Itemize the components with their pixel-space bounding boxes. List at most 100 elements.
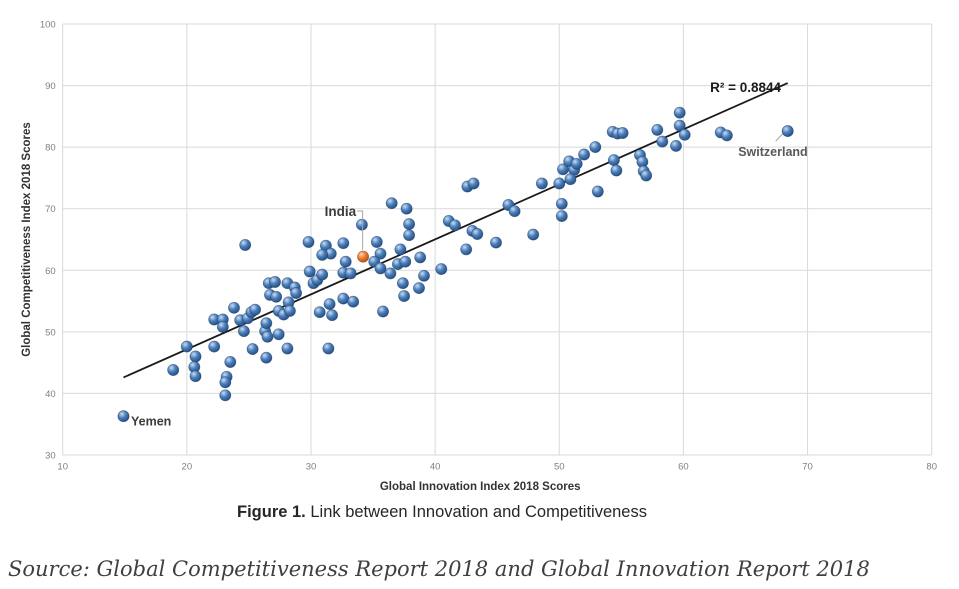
data-point: [673, 119, 686, 132]
yemen-point: [117, 410, 130, 423]
data-point: [555, 197, 568, 210]
data-point: [260, 317, 273, 330]
x-tick-label: 80: [926, 462, 937, 473]
data-point: [355, 218, 368, 231]
data-point: [403, 229, 416, 242]
x-tick-label: 30: [306, 462, 317, 473]
data-point: [610, 164, 623, 177]
data-point: [313, 306, 326, 319]
data-point: [640, 169, 653, 182]
data-point: [591, 185, 604, 198]
data-point: [673, 106, 686, 119]
data-point: [678, 128, 691, 141]
y-tick-label: 100: [40, 20, 56, 31]
figure-caption: Figure 1. Link between Innovation and Co…: [0, 502, 884, 523]
data-point: [219, 389, 232, 402]
x-axis-title: Global Innovation Index 2018 Scores: [380, 481, 581, 493]
data-point: [246, 343, 259, 356]
x-tick-label: 60: [678, 462, 689, 473]
data-point: [249, 303, 262, 316]
data-point: [224, 356, 237, 368]
data-point: [290, 287, 303, 300]
y-tick-label: 50: [45, 327, 56, 338]
data-point: [189, 350, 202, 363]
data-point: [527, 228, 540, 241]
data-point: [337, 292, 350, 305]
data-point: [323, 298, 336, 311]
data-point: [326, 309, 339, 322]
data-point: [413, 282, 425, 295]
data-point: [337, 237, 350, 250]
plot-canvas: 10 20 30 40 50 60 70 80 30 40 50 60 70 80 90 100 Global …: [21, 20, 937, 494]
data-point: [535, 177, 548, 190]
data-point: [180, 340, 193, 353]
data-point: [570, 157, 583, 170]
data-point: [670, 139, 682, 152]
data-point: [490, 236, 502, 249]
data-point: [555, 210, 568, 223]
yemen-label: Yemen: [131, 415, 171, 429]
data-point: [316, 248, 329, 261]
x-tick-label: 70: [802, 462, 813, 473]
scatter-chart: 10 20 30 40 50 60 70 80 30 40 50 60 70 80 90 100 Global …: [21, 20, 937, 494]
data-point: [239, 239, 252, 251]
data-point: [384, 267, 397, 280]
y-tick-label: 60: [45, 266, 56, 277]
y-tick-label: 90: [45, 81, 56, 92]
data-point: [399, 255, 412, 268]
data-point: [394, 243, 407, 256]
data-point: [398, 290, 411, 303]
data-point: [467, 177, 480, 190]
data-point: [656, 135, 669, 148]
data-point: [578, 148, 591, 161]
r-squared-label: R² = 0.8844: [710, 80, 781, 95]
data-point: [167, 364, 180, 376]
data-point: [374, 262, 387, 275]
data-point: [385, 197, 398, 210]
data-point: [508, 205, 521, 218]
data-point: [316, 268, 329, 281]
data-point: [564, 173, 577, 186]
switzerland-point: [781, 125, 794, 138]
data-point: [720, 129, 733, 142]
data-point: [374, 247, 387, 260]
y-tick-label: 40: [45, 389, 56, 400]
data-point: [269, 276, 281, 288]
data-point: [260, 351, 273, 364]
data-point: [589, 141, 602, 154]
x-tick-label: 10: [57, 462, 68, 473]
data-point: [449, 219, 461, 232]
x-tick-label: 40: [430, 462, 441, 473]
data-point: [272, 328, 285, 341]
x-tick-label: 50: [554, 462, 565, 473]
data-point: [189, 370, 202, 383]
data-point: [208, 340, 221, 353]
y-axis-title: Global Competitiveness Index 2018 Scores: [21, 122, 33, 357]
data-point: [414, 251, 427, 264]
data-point: [418, 269, 430, 282]
data-point: [219, 376, 232, 389]
data-point: [322, 342, 335, 355]
data-point: [553, 177, 566, 190]
data-point: [270, 290, 283, 303]
data-point: [377, 305, 389, 318]
y-tick-label: 70: [45, 204, 56, 215]
x-tick-label: 20: [182, 462, 193, 473]
data-point: [302, 236, 315, 248]
figure-caption-text: Link between Innovation and Competitiven…: [305, 503, 647, 521]
data-point: [237, 325, 250, 338]
data-point: [400, 202, 413, 215]
source-note: Source: Global Competitiveness Report 20…: [8, 557, 870, 581]
data-point: [651, 123, 664, 136]
india-label: India: [325, 204, 357, 219]
switzerland-label: Switzerland: [738, 145, 807, 159]
data-point: [339, 255, 352, 268]
data-point: [303, 265, 316, 278]
switzerland-label-connector: [775, 133, 784, 142]
data-point: [261, 330, 274, 343]
india-point: [357, 250, 370, 263]
data-point: [344, 267, 357, 280]
data-point: [616, 127, 629, 139]
data-point: [471, 228, 484, 240]
